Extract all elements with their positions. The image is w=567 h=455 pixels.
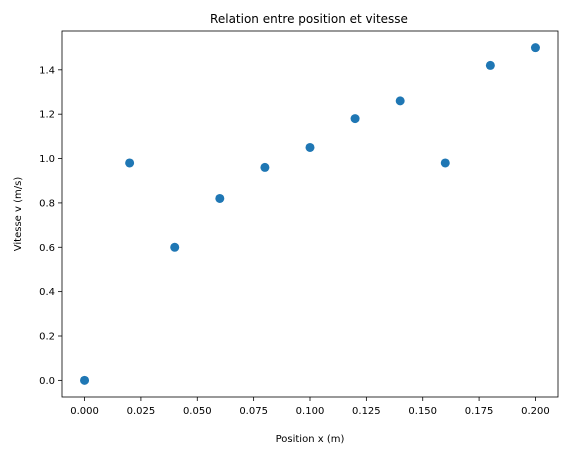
data-point bbox=[125, 158, 135, 168]
x-axis: 0.000 0.025 0.050 0.075 0.100 0.125 0.150 0.175… bbox=[70, 397, 550, 417]
data-point bbox=[80, 375, 90, 385]
chart-title: Relation entre position et vitesse bbox=[210, 12, 408, 26]
x-tick-label: 0.175 bbox=[465, 406, 494, 417]
x-tick-label: 0.150 bbox=[408, 406, 437, 417]
y-axis: 0.0 0.2 0.4 0.6 0.8 1.0 1.2 1.4 bbox=[39, 65, 62, 387]
data-point bbox=[485, 60, 495, 70]
data-point bbox=[305, 142, 315, 152]
y-tick-label: 0.4 bbox=[39, 287, 55, 298]
x-axis-label: Position x (m) bbox=[276, 434, 345, 445]
x-tick-label: 0.025 bbox=[127, 406, 156, 417]
x-tick-label: 0.125 bbox=[352, 406, 381, 417]
plot-area bbox=[80, 43, 540, 385]
y-tick-label: 0.6 bbox=[39, 243, 55, 254]
x-tick-label: 0.200 bbox=[521, 406, 550, 417]
y-tick-label: 0.8 bbox=[39, 198, 55, 209]
y-tick-label: 1.2 bbox=[39, 110, 55, 121]
data-point bbox=[170, 242, 180, 252]
data-point bbox=[215, 193, 225, 203]
data-point bbox=[260, 162, 270, 172]
x-tick-label: 0.100 bbox=[296, 406, 325, 417]
y-axis-label: Vitesse v (m/s) bbox=[13, 177, 24, 252]
y-tick-label: 1.0 bbox=[39, 154, 55, 165]
data-point bbox=[530, 43, 540, 53]
data-point bbox=[350, 114, 360, 124]
x-tick-label: 0.000 bbox=[70, 406, 99, 417]
data-point bbox=[440, 158, 450, 168]
y-tick-label: 1.4 bbox=[39, 65, 55, 76]
x-tick-label: 0.075 bbox=[239, 406, 268, 417]
x-tick-label: 0.050 bbox=[183, 406, 212, 417]
data-point bbox=[395, 96, 405, 106]
plot-frame bbox=[61, 30, 559, 398]
y-tick-label: 0.0 bbox=[39, 376, 55, 387]
y-tick-label: 0.2 bbox=[39, 332, 55, 343]
